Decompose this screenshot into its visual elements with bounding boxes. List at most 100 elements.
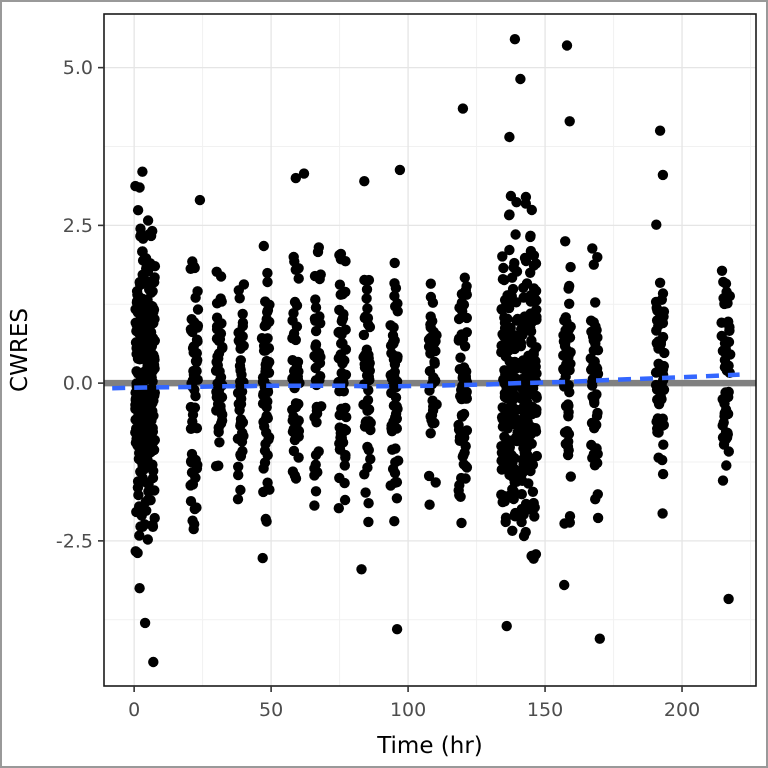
data-point [313, 353, 325, 364]
data-point [310, 325, 322, 337]
data-point [237, 417, 249, 428]
data-point-outlier [134, 583, 145, 594]
data-point [719, 435, 730, 447]
data-point-outlier [515, 73, 526, 85]
data-point [564, 298, 575, 309]
data-point [364, 374, 375, 386]
data-point [313, 373, 325, 385]
data-point-outlier [723, 593, 734, 605]
data-point [716, 265, 728, 276]
data-point [147, 521, 159, 532]
data-point [339, 423, 350, 435]
data-point [263, 367, 275, 378]
data-point [652, 305, 663, 316]
data-point [392, 298, 403, 309]
data-point [530, 356, 541, 367]
data-point [590, 338, 601, 349]
data-point [190, 472, 201, 483]
data-point [234, 327, 245, 338]
data-point [457, 370, 469, 381]
data-point-outlier [657, 169, 669, 181]
data-point [232, 387, 244, 399]
data-point [565, 347, 576, 358]
data-point [499, 294, 511, 306]
data-point [189, 317, 200, 328]
data-point [717, 394, 728, 405]
data-point [499, 391, 511, 403]
data-point [427, 395, 438, 406]
data-point [531, 407, 542, 418]
data-point [264, 299, 275, 310]
data-point [190, 390, 201, 402]
data-point [500, 516, 511, 528]
data-point [293, 415, 304, 426]
data-point [362, 394, 374, 406]
data-point [531, 311, 542, 323]
data-point [146, 342, 157, 353]
data-point [310, 459, 321, 470]
data-point [721, 360, 732, 372]
data-point [528, 553, 539, 564]
data-point [526, 204, 537, 216]
data-point [311, 417, 322, 428]
data-point [257, 398, 269, 409]
data-point [653, 427, 664, 438]
data-point [148, 349, 159, 361]
data-point [358, 329, 370, 341]
data-point-outlier [139, 617, 151, 629]
data-point [213, 353, 224, 364]
data-point [287, 333, 298, 344]
data-point [654, 277, 666, 288]
y-axis-title: CWRES [7, 308, 33, 392]
data-point [720, 404, 732, 415]
data-point [425, 428, 436, 439]
data-point [192, 334, 203, 346]
data-point [652, 413, 663, 424]
data-point [134, 530, 145, 541]
data-point-outlier [654, 125, 666, 136]
data-point [136, 438, 147, 449]
data-point [658, 360, 669, 372]
data-point [454, 480, 465, 491]
data-point [211, 321, 223, 332]
data-point [501, 412, 513, 423]
data-point-outlier [559, 579, 570, 591]
data-point [458, 299, 470, 310]
data-point [287, 404, 298, 415]
data-point [461, 462, 473, 473]
data-point [497, 402, 508, 413]
data-point [142, 494, 154, 505]
data-point [210, 365, 222, 376]
data-point [149, 272, 160, 283]
data-point [453, 313, 465, 325]
data-point [592, 512, 604, 524]
data-point [339, 460, 350, 471]
data-point [657, 468, 669, 480]
data-point [336, 368, 348, 379]
data-point [590, 494, 601, 505]
data-point [455, 352, 466, 363]
data-point [591, 410, 603, 422]
data-point [509, 257, 520, 269]
data-point-outlier [134, 182, 145, 193]
data-point [213, 403, 224, 414]
data-point-outlier [501, 620, 512, 632]
data-point [518, 530, 530, 542]
data-point [562, 399, 574, 410]
data-point [390, 457, 401, 468]
data-point [135, 231, 146, 242]
data-point [189, 422, 200, 433]
data-point [363, 498, 374, 509]
data-point [461, 386, 472, 398]
data-point [133, 489, 144, 501]
data-point [527, 486, 539, 497]
data-point [516, 489, 527, 500]
data-point [213, 460, 224, 471]
data-point [142, 449, 153, 460]
data-point [517, 329, 528, 341]
data-point [362, 441, 373, 453]
data-point [130, 403, 141, 415]
data-point [453, 419, 464, 431]
data-point [526, 335, 537, 346]
panel-border [103, 13, 757, 687]
